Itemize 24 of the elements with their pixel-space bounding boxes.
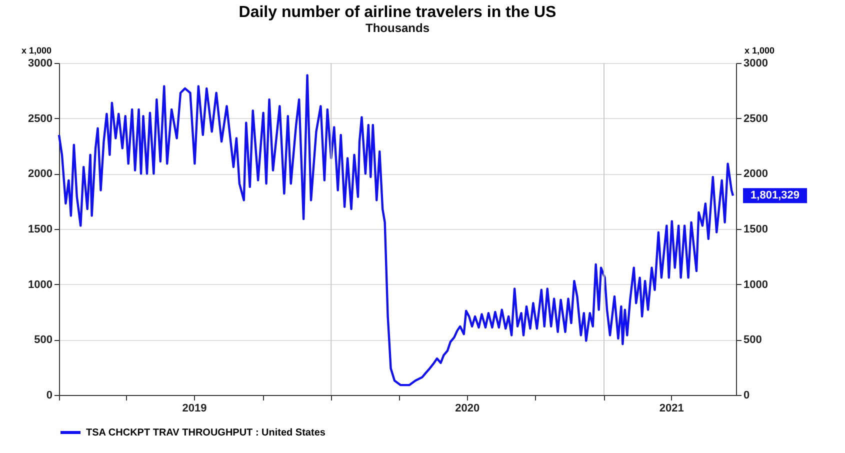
legend-label: TSA CHCKPT TRAV THROUGHPUT : United States [86, 428, 326, 438]
chart-title: Daily number of airline travelers in the US [238, 4, 557, 21]
y-tick-label: 2000 [28, 168, 52, 180]
x-tick-label: 2021 [659, 402, 684, 414]
y-tick-label: 500 [34, 334, 52, 346]
y2-tick-label: 2000 [744, 168, 768, 180]
chart-subtitle: Thousands [365, 21, 430, 35]
annotation: 1,801,329 [750, 190, 800, 202]
y-tick-label: 3000 [28, 58, 52, 70]
y2-tick-label: 1500 [744, 224, 768, 236]
y2-tick-label: 2500 [744, 112, 768, 125]
y2-axis-title: x 1,000 [744, 46, 775, 56]
y2-tick-label: 3000 [744, 58, 768, 70]
x-tick-label: 2020 [455, 402, 480, 414]
y2-tick-label: 500 [744, 334, 762, 346]
y2-tick-label: 0 [744, 390, 750, 402]
y2-tick-label: 1000 [744, 278, 768, 291]
line-series [58, 74, 734, 386]
y-tick-label: 1000 [28, 278, 52, 291]
x-tick-label: 2019 [182, 402, 207, 414]
y-tick-label: 0 [46, 390, 52, 402]
y-tick-label: 2500 [28, 112, 52, 125]
y-tick-label: 1500 [28, 224, 52, 236]
y-axis-title: x 1,000 [21, 46, 52, 56]
